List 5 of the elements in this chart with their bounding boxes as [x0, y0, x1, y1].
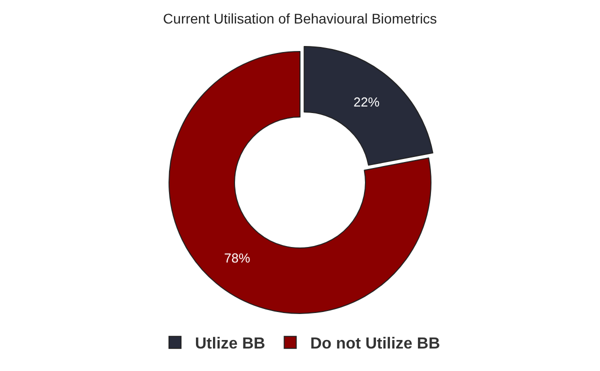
data-label: 78%	[224, 250, 251, 266]
legend-label: Utlize BB	[195, 336, 266, 353]
legend-label: Do not Utilize BB	[310, 336, 440, 353]
data-label: 22%	[354, 94, 380, 110]
chart-title: Current Utilisation of Behavioural Biometrics	[163, 10, 437, 26]
